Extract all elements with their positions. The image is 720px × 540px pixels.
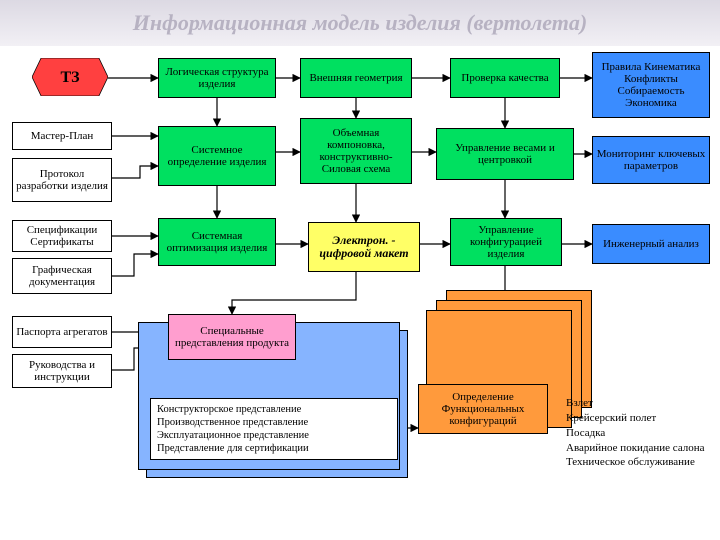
- left-box-label: Паспорта агрегатов: [16, 326, 107, 338]
- left-box-3: Графическая документация: [12, 258, 112, 294]
- hex-tz: ТЗ: [32, 58, 108, 98]
- left-box-2: Спецификации Сертификаты: [12, 220, 112, 252]
- edge-l1-g1: [112, 166, 158, 178]
- blue-box-label: Правила Кинематика Конфликты Собираемост…: [596, 61, 706, 109]
- green-box-label: Системная оптимизация изделия: [162, 230, 272, 254]
- legend-item: Взлет: [566, 396, 716, 411]
- legend-item: Крейсерский полет: [566, 411, 716, 426]
- hex-label: ТЗ: [60, 69, 79, 87]
- blue-box-label: Инженерный анализ: [603, 238, 699, 250]
- green-box-label: Внешняя геометрия: [309, 72, 402, 84]
- left-box-label: Протокол разработки изделия: [16, 168, 108, 192]
- green-box-4: Объемная компоновка, конструктивно-Силов…: [300, 118, 412, 184]
- edge-l3-g2: [112, 254, 158, 276]
- page-title: Информационная модель изделия (вертолета…: [133, 10, 587, 36]
- green-box-label: Проверка качества: [461, 72, 548, 84]
- left-box-5: Руководства и инструкции: [12, 354, 112, 388]
- green-box-label: Управление конфигурацией изделия: [454, 224, 558, 260]
- green-box-5: Проверка качества: [450, 58, 560, 98]
- representation-list: Конструкторское представлениеПроизводств…: [150, 398, 398, 460]
- representation-item: Представление для сертификации: [157, 442, 391, 455]
- representation-item: Конструкторское представление: [157, 403, 391, 416]
- green-box-label: Логическая структура изделия: [162, 66, 272, 90]
- edge-yl-pink: [232, 272, 356, 314]
- left-box-label: Руководства и инструкции: [16, 359, 108, 383]
- yellow-label: Электрон. - цифровой макет: [312, 234, 416, 260]
- green-box-label: Системное определение изделия: [162, 144, 272, 168]
- blue-box-2: Инженерный анализ: [592, 224, 710, 264]
- left-box-label: Спецификации Сертификаты: [16, 224, 108, 248]
- green-box-3: Внешняя геометрия: [300, 58, 412, 98]
- blue-box-1: Мониторинг ключевых параметров: [592, 136, 710, 184]
- left-box-4: Паспорта агрегатов: [12, 316, 112, 348]
- representation-item: Производственное представление: [157, 416, 391, 429]
- left-box-0: Мастер-План: [12, 122, 112, 150]
- legend-item: Посадка: [566, 426, 716, 441]
- green-box-2: Системная оптимизация изделия: [158, 218, 276, 266]
- green-box-0: Логическая структура изделия: [158, 58, 276, 98]
- pink-special-views: Специальные представления продукта: [168, 314, 296, 360]
- yellow-digital-mockup: Электрон. - цифровой макет: [308, 222, 420, 272]
- pink-label: Специальные представления продукта: [172, 325, 292, 349]
- green-box-1: Системное определение изделия: [158, 126, 276, 186]
- title-band: Информационная модель изделия (вертолета…: [0, 0, 720, 46]
- left-box-label: Мастер-План: [31, 130, 94, 142]
- representation-item: Эксплуатационное представление: [157, 429, 391, 442]
- left-box-label: Графическая документация: [16, 264, 108, 288]
- orange-config-card: Определение Функциональных конфигураций: [418, 384, 548, 434]
- blue-box-label: Мониторинг ключевых параметров: [596, 148, 706, 172]
- green-box-label: Управление весами и центровкой: [440, 142, 570, 166]
- legend-item: Техническое обслуживание: [566, 455, 716, 470]
- legend-phases: ВзлетКрейсерский полетПосадкаАварийное п…: [566, 396, 716, 470]
- green-box-7: Управление конфигурацией изделия: [450, 218, 562, 266]
- legend-item: Аварийное покидание салона: [566, 441, 716, 456]
- left-box-1: Протокол разработки изделия: [12, 158, 112, 202]
- blue-box-0: Правила Кинематика Конфликты Собираемост…: [592, 52, 710, 118]
- green-box-6: Управление весами и центровкой: [436, 128, 574, 180]
- green-box-label: Объемная компоновка, конструктивно-Силов…: [304, 127, 408, 175]
- orange-label: Определение Функциональных конфигураций: [422, 391, 544, 427]
